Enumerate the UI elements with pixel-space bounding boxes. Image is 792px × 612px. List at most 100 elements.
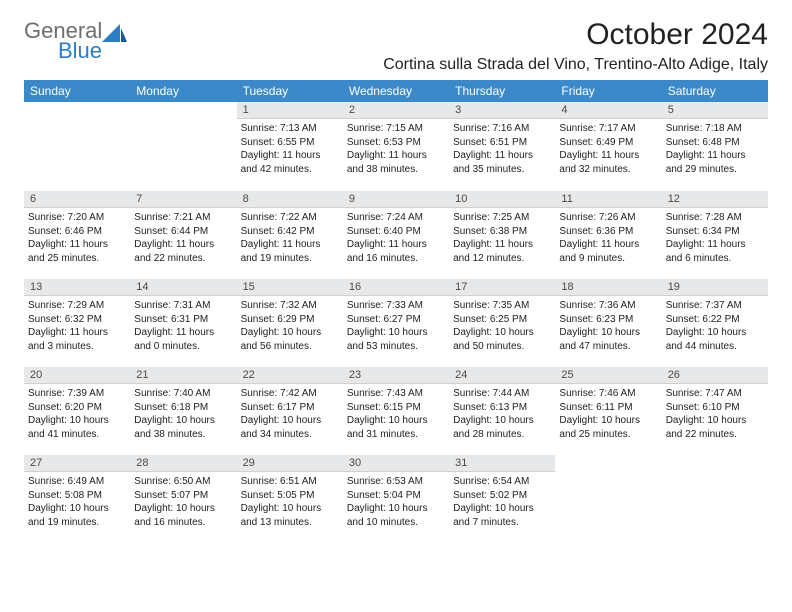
calendar-day-cell: 26Sunrise: 7:47 AMSunset: 6:10 PMDayligh…	[662, 366, 768, 454]
sunrise-text: Sunrise: 7:17 AM	[559, 122, 655, 136]
daylight-text: Daylight: 11 hours and 9 minutes.	[559, 238, 655, 265]
daylight-text: Daylight: 10 hours and 16 minutes.	[134, 502, 230, 529]
day-body: Sunrise: 7:15 AMSunset: 6:53 PMDaylight:…	[343, 119, 449, 179]
sunset-text: Sunset: 6:46 PM	[28, 225, 124, 239]
day-number: 17	[449, 279, 555, 296]
weekday-header: Saturday	[662, 80, 768, 102]
day-number: 13	[24, 279, 130, 296]
day-body: Sunrise: 7:24 AMSunset: 6:40 PMDaylight:…	[343, 208, 449, 268]
sunset-text: Sunset: 5:07 PM	[134, 489, 230, 503]
day-number: 2	[343, 102, 449, 119]
sunset-text: Sunset: 6:29 PM	[241, 313, 337, 327]
day-body: Sunrise: 7:18 AMSunset: 6:48 PMDaylight:…	[662, 119, 768, 179]
calendar-week-row: 27Sunrise: 6:49 AMSunset: 5:08 PMDayligh…	[24, 454, 768, 542]
day-body: Sunrise: 7:43 AMSunset: 6:15 PMDaylight:…	[343, 384, 449, 444]
logo-text: General Blue	[24, 18, 102, 64]
day-body: Sunrise: 7:31 AMSunset: 6:31 PMDaylight:…	[130, 296, 236, 356]
day-number: 23	[343, 367, 449, 384]
day-number: 28	[130, 455, 236, 472]
calendar-day-cell	[662, 454, 768, 542]
sunrise-text: Sunrise: 7:15 AM	[347, 122, 443, 136]
daylight-text: Daylight: 11 hours and 0 minutes.	[134, 326, 230, 353]
logo-sail-icon	[102, 24, 128, 48]
sunrise-text: Sunrise: 7:31 AM	[134, 299, 230, 313]
day-number: 24	[449, 367, 555, 384]
sunrise-text: Sunrise: 7:24 AM	[347, 211, 443, 225]
month-title: October 2024	[383, 18, 768, 52]
sunrise-text: Sunrise: 7:25 AM	[453, 211, 549, 225]
sunset-text: Sunset: 5:08 PM	[28, 489, 124, 503]
day-body: Sunrise: 7:33 AMSunset: 6:27 PMDaylight:…	[343, 296, 449, 356]
day-body: Sunrise: 7:26 AMSunset: 6:36 PMDaylight:…	[555, 208, 661, 268]
calendar-day-cell: 16Sunrise: 7:33 AMSunset: 6:27 PMDayligh…	[343, 278, 449, 366]
daylight-text: Daylight: 10 hours and 25 minutes.	[559, 414, 655, 441]
calendar-day-cell	[555, 454, 661, 542]
day-number: 6	[24, 191, 130, 208]
day-body: Sunrise: 7:16 AMSunset: 6:51 PMDaylight:…	[449, 119, 555, 179]
calendar-day-cell: 8Sunrise: 7:22 AMSunset: 6:42 PMDaylight…	[237, 190, 343, 278]
day-number: 21	[130, 367, 236, 384]
sunrise-text: Sunrise: 7:26 AM	[559, 211, 655, 225]
day-number: 1	[237, 102, 343, 119]
daylight-text: Daylight: 11 hours and 12 minutes.	[453, 238, 549, 265]
day-number: 16	[343, 279, 449, 296]
daylight-text: Daylight: 11 hours and 22 minutes.	[134, 238, 230, 265]
day-body: Sunrise: 7:25 AMSunset: 6:38 PMDaylight:…	[449, 208, 555, 268]
day-body: Sunrise: 7:40 AMSunset: 6:18 PMDaylight:…	[130, 384, 236, 444]
weekday-header: Friday	[555, 80, 661, 102]
calendar-day-cell: 13Sunrise: 7:29 AMSunset: 6:32 PMDayligh…	[24, 278, 130, 366]
sunrise-text: Sunrise: 7:28 AM	[666, 211, 762, 225]
calendar-table: Sunday Monday Tuesday Wednesday Thursday…	[24, 80, 768, 543]
calendar-week-row: 20Sunrise: 7:39 AMSunset: 6:20 PMDayligh…	[24, 366, 768, 454]
day-number: 26	[662, 367, 768, 384]
calendar-day-cell: 2Sunrise: 7:15 AMSunset: 6:53 PMDaylight…	[343, 102, 449, 190]
sunset-text: Sunset: 6:44 PM	[134, 225, 230, 239]
weekday-header: Sunday	[24, 80, 130, 102]
day-number: 10	[449, 191, 555, 208]
sunset-text: Sunset: 6:25 PM	[453, 313, 549, 327]
logo-blue: Blue	[58, 38, 102, 64]
sunset-text: Sunset: 6:40 PM	[347, 225, 443, 239]
daylight-text: Daylight: 10 hours and 10 minutes.	[347, 502, 443, 529]
sunset-text: Sunset: 6:10 PM	[666, 401, 762, 415]
sunrise-text: Sunrise: 7:44 AM	[453, 387, 549, 401]
day-body: Sunrise: 6:49 AMSunset: 5:08 PMDaylight:…	[24, 472, 130, 532]
day-body: Sunrise: 6:53 AMSunset: 5:04 PMDaylight:…	[343, 472, 449, 532]
calendar-day-cell: 4Sunrise: 7:17 AMSunset: 6:49 PMDaylight…	[555, 102, 661, 190]
day-body: Sunrise: 7:44 AMSunset: 6:13 PMDaylight:…	[449, 384, 555, 444]
day-number: 27	[24, 455, 130, 472]
title-block: October 2024 Cortina sulla Strada del Vi…	[383, 18, 768, 74]
day-number: 4	[555, 102, 661, 119]
logo: General Blue	[24, 18, 128, 64]
calendar-day-cell: 21Sunrise: 7:40 AMSunset: 6:18 PMDayligh…	[130, 366, 236, 454]
sunset-text: Sunset: 5:05 PM	[241, 489, 337, 503]
sunrise-text: Sunrise: 6:51 AM	[241, 475, 337, 489]
sunrise-text: Sunrise: 7:16 AM	[453, 122, 549, 136]
sunset-text: Sunset: 6:11 PM	[559, 401, 655, 415]
day-number: 22	[237, 367, 343, 384]
sunset-text: Sunset: 6:42 PM	[241, 225, 337, 239]
sunrise-text: Sunrise: 7:22 AM	[241, 211, 337, 225]
calendar-day-cell: 10Sunrise: 7:25 AMSunset: 6:38 PMDayligh…	[449, 190, 555, 278]
day-body: Sunrise: 7:17 AMSunset: 6:49 PMDaylight:…	[555, 119, 661, 179]
sunset-text: Sunset: 6:48 PM	[666, 136, 762, 150]
calendar-day-cell: 24Sunrise: 7:44 AMSunset: 6:13 PMDayligh…	[449, 366, 555, 454]
sunset-text: Sunset: 6:55 PM	[241, 136, 337, 150]
sunset-text: Sunset: 6:51 PM	[453, 136, 549, 150]
sunrise-text: Sunrise: 7:37 AM	[666, 299, 762, 313]
day-number: 9	[343, 191, 449, 208]
day-number: 19	[662, 279, 768, 296]
day-body: Sunrise: 7:22 AMSunset: 6:42 PMDaylight:…	[237, 208, 343, 268]
day-body: Sunrise: 7:42 AMSunset: 6:17 PMDaylight:…	[237, 384, 343, 444]
weekday-header: Tuesday	[237, 80, 343, 102]
calendar-day-cell: 5Sunrise: 7:18 AMSunset: 6:48 PMDaylight…	[662, 102, 768, 190]
daylight-text: Daylight: 10 hours and 53 minutes.	[347, 326, 443, 353]
sunrise-text: Sunrise: 7:39 AM	[28, 387, 124, 401]
day-body: Sunrise: 7:20 AMSunset: 6:46 PMDaylight:…	[24, 208, 130, 268]
calendar-week-row: 13Sunrise: 7:29 AMSunset: 6:32 PMDayligh…	[24, 278, 768, 366]
calendar-day-cell: 17Sunrise: 7:35 AMSunset: 6:25 PMDayligh…	[449, 278, 555, 366]
sunset-text: Sunset: 5:02 PM	[453, 489, 549, 503]
calendar-day-cell: 22Sunrise: 7:42 AMSunset: 6:17 PMDayligh…	[237, 366, 343, 454]
day-number: 3	[449, 102, 555, 119]
sunrise-text: Sunrise: 7:43 AM	[347, 387, 443, 401]
